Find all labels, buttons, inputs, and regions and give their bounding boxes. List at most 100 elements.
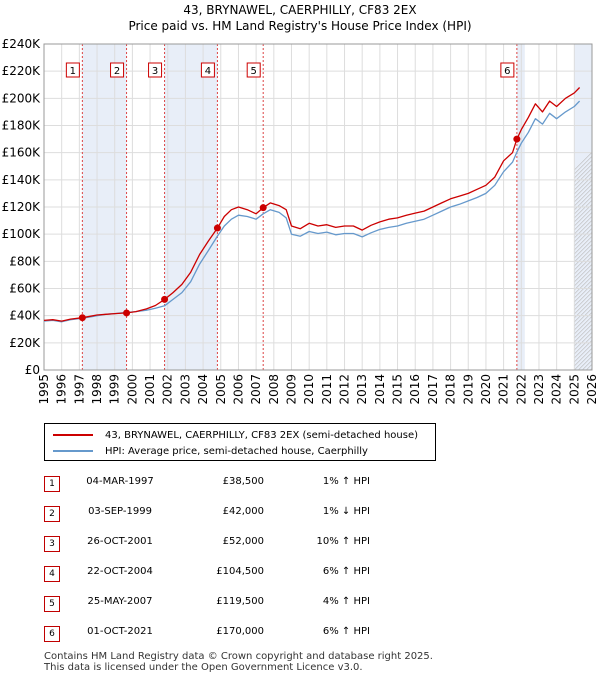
sale-number-badge: 1 [44,476,60,492]
x-tick-label: 2007 [249,374,263,405]
table-row: 2 03-SEP-1999 £42,000 1% ↓ HPI [0,506,600,524]
sale-price: £170,000 [216,626,264,637]
legend-label-property: 43, BRYNAWEL, CAERPHILLY, CF83 2EX (semi… [105,429,418,441]
x-tick-label: 2012 [338,374,352,405]
x-tick-label: 2020 [479,374,493,405]
sale-label: 5 [251,66,257,77]
legend-entry-property: 43, BRYNAWEL, CAERPHILLY, CF83 2EX (semi… [53,428,418,442]
x-tick-label: 2023 [532,374,546,405]
sale-label: 2 [114,66,120,77]
sale-price: £104,500 [216,566,264,577]
x-tick-label: 2026 [585,374,599,405]
sale-point [259,204,267,212]
x-tick-label: 2009 [284,374,298,405]
chart-title: 43, BRYNAWEL, CAERPHILLY, CF83 2EX [183,3,416,17]
chart-legend: 43, BRYNAWEL, CAERPHILLY, CF83 2EX (semi… [44,423,436,461]
x-tick-label: 2019 [461,374,475,405]
table-row: 1 04-MAR-1997 £38,500 1% ↑ HPI [0,476,600,494]
x-tick-label: 2018 [444,374,458,405]
x-tick-label: 2004 [196,374,210,405]
sale-label-box [65,62,80,78]
x-tick-label: 2010 [302,374,316,405]
sale-hpi-diff: 6% ↑ HPI [322,566,370,577]
sale-label: 1 [70,66,76,77]
x-tick-label: 2011 [320,374,334,405]
y-tick-label: £20K [9,336,41,350]
footer-copyright: Contains HM Land Registry data © Crown c… [44,651,433,662]
x-tick-label: 2001 [143,374,157,405]
legend-swatch-hpi [53,450,93,452]
x-tick-label: 2000 [125,374,139,405]
sale-label-box [148,62,163,78]
x-tick-label: 1995 [37,374,51,405]
x-tick-label: 1998 [90,374,104,405]
sale-date: 03-SEP-1999 [88,506,152,517]
x-tick-label: 2021 [497,374,511,405]
y-tick-label: £40K [9,309,41,323]
sale-date: 25-MAY-2007 [87,596,153,607]
sale-point [513,135,521,143]
x-tick-label: 2003 [178,374,192,405]
sale-hpi-diff: 4% ↑ HPI [322,596,370,607]
y-tick-label: £220K [2,64,42,78]
footer-licence: This data is licensed under the Open Gov… [44,662,363,673]
sale-label-box [500,62,515,78]
sale-point [78,314,86,322]
x-tick-label: 1996 [55,374,69,405]
y-tick-label: £240K [2,37,42,51]
sale-label-box [200,62,215,78]
y-tick-label: £200K [2,91,42,105]
sale-point [161,295,169,303]
y-tick-label: £180K [2,119,42,133]
x-tick-label: 2025 [567,374,581,405]
y-tick-label: £60K [9,282,41,296]
sale-number-badge: 5 [44,596,60,612]
sale-hpi-diff: 6% ↑ HPI [322,626,370,637]
y-tick-label: £100K [2,227,42,241]
chart-subtitle: Price paid vs. HM Land Registry's House … [128,19,471,33]
sale-date: 01-OCT-2021 [87,626,153,637]
legend-swatch-property [53,434,93,436]
sale-number-badge: 4 [44,566,60,582]
hatch-line [594,44,600,370]
x-tick-label: 2016 [408,374,422,405]
sale-label: 6 [504,66,510,77]
x-tick-label: 2008 [267,374,281,405]
sale-number-badge: 3 [44,536,60,552]
x-tick-label: 2024 [550,374,564,405]
sale-label-box [110,62,125,78]
legend-entry-hpi: HPI: Average price, semi-detached house,… [53,444,368,458]
sale-label-box [246,62,261,78]
sale-label: 4 [205,66,211,77]
sale-number-badge: 2 [44,506,60,522]
sale-date: 22-OCT-2004 [87,566,153,577]
x-tick-label: 2002 [161,374,175,405]
sale-hpi-diff: 10% ↑ HPI [316,536,370,547]
sale-price: £52,000 [222,536,264,547]
y-tick-label: £0 [25,363,40,377]
y-tick-label: £120K [2,200,42,214]
y-tick-label: £160K [2,146,42,160]
x-tick-label: 2006 [231,374,245,405]
x-tick-label: 1997 [72,374,86,405]
table-row: 4 22-OCT-2004 £104,500 6% ↑ HPI [0,566,600,584]
sale-label: 3 [152,66,158,77]
table-row: 6 01-OCT-2021 £170,000 6% ↑ HPI [0,626,600,644]
x-tick-label: 1999 [108,374,122,405]
sale-date: 26-OCT-2001 [87,536,153,547]
y-tick-label: £80K [9,254,41,268]
table-row: 5 25-MAY-2007 £119,500 4% ↑ HPI [0,596,600,614]
x-tick-label: 2014 [373,374,387,405]
sale-price: £119,500 [216,596,264,607]
sale-price: £42,000 [222,506,264,517]
sale-point [213,224,221,232]
sale-price: £38,500 [222,476,264,487]
table-row: 3 26-OCT-2001 £52,000 10% ↑ HPI [0,536,600,554]
legend-label-hpi: HPI: Average price, semi-detached house,… [105,445,368,457]
footer-attribution: Contains HM Land Registry data © Crown c… [44,651,433,673]
x-tick-label: 2022 [514,374,528,405]
x-tick-label: 2015 [391,374,405,405]
sale-point [123,309,131,317]
plot-frame [43,43,593,371]
sale-hpi-diff: 1% ↑ HPI [322,476,370,487]
